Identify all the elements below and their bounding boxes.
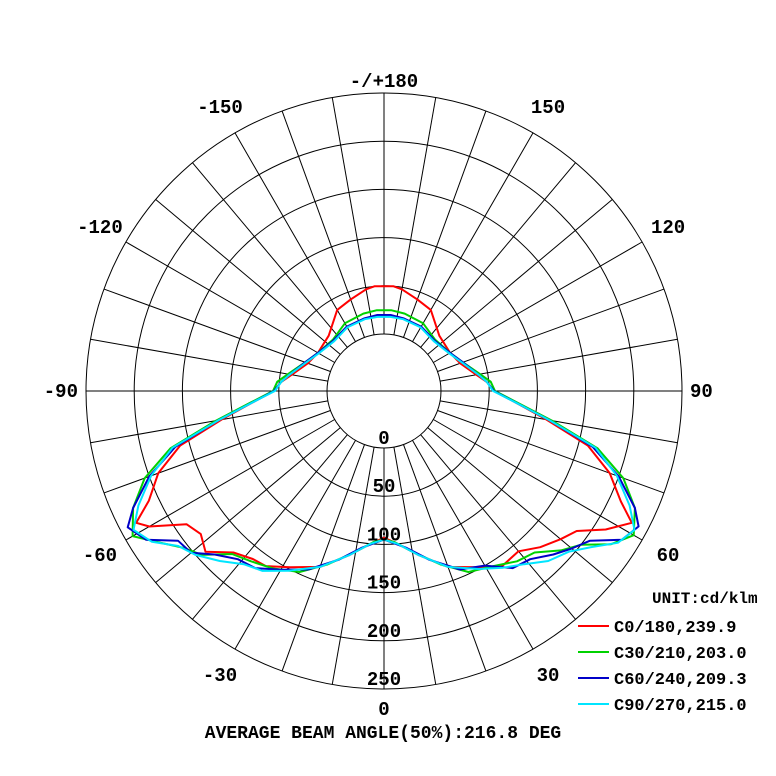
radial-label: 50 <box>373 476 396 498</box>
radial-gridline <box>420 162 576 348</box>
ring-gridline <box>85 92 683 690</box>
angle-label: -120 <box>77 217 123 239</box>
angle-label: 150 <box>531 97 565 119</box>
series-curves <box>126 285 640 573</box>
angle-label: 90 <box>690 381 713 403</box>
legend-label: C30/210,203.0 <box>614 645 747 664</box>
radial-gridline <box>427 427 613 583</box>
radial-gridline <box>412 132 534 342</box>
radial-gridline <box>437 288 665 372</box>
radial-gridline <box>403 444 487 672</box>
radial-gridline <box>90 400 328 444</box>
legend-label: C90/270,215.0 <box>614 697 747 716</box>
radial-gridline <box>437 410 665 494</box>
radial-gridline <box>234 440 356 650</box>
radial-label: 0 <box>378 428 389 450</box>
radial-label: 100 <box>367 524 401 546</box>
legend-label: C60/240,209.3 <box>614 671 747 690</box>
radial-labels: 0 50 100 150 200 250 <box>367 428 401 691</box>
unit-label: UNIT:cd/klm <box>652 590 758 608</box>
legend-label: C0/180,239.9 <box>614 619 736 638</box>
angle-label: 60 <box>657 545 680 567</box>
beam-angle-footer: AVERAGE BEAM ANGLE(50%):216.8 DEG <box>205 724 561 744</box>
radial-gridline <box>440 400 678 444</box>
radial-gridline <box>103 410 331 494</box>
angle-labels: -/+180 150 -150 120 -120 90 -90 60 -60 30 -30 0 <box>44 71 713 721</box>
radial-gridline <box>412 440 534 650</box>
angle-label: -/+180 <box>350 71 418 93</box>
radial-label: 250 <box>367 669 401 691</box>
angle-label: -30 <box>203 665 237 687</box>
radial-gridline <box>393 97 437 335</box>
radial-gridline <box>281 110 365 338</box>
radial-gridline <box>331 97 375 335</box>
radial-gridline <box>155 199 341 355</box>
radial-gridline <box>125 419 335 541</box>
radial-gridline <box>281 444 365 672</box>
radial-label: 200 <box>367 621 401 643</box>
radial-gridline <box>331 447 375 685</box>
angle-label: -60 <box>83 545 117 567</box>
radial-gridline <box>403 110 487 338</box>
ring-gridline <box>326 333 442 449</box>
radial-label: 150 <box>367 573 401 595</box>
radial-gridline <box>393 447 437 685</box>
angle-label: 120 <box>651 217 685 239</box>
radial-gridline <box>103 288 331 372</box>
ring-gridline <box>230 237 538 545</box>
radial-gridline <box>427 199 613 355</box>
ring-gridline <box>133 140 635 642</box>
radial-gridline <box>420 434 576 620</box>
radial-gridline <box>433 241 643 363</box>
radial-gridline <box>155 427 341 583</box>
radial-gridline <box>433 419 643 541</box>
legend: UNIT:cd/klm C0/180,239.9 C30/210,203.0 C60… <box>578 590 758 716</box>
polar-grid <box>85 92 683 690</box>
radial-gridline <box>125 241 335 363</box>
radial-gridline <box>192 434 348 620</box>
radial-gridline <box>234 132 356 342</box>
radial-gridline <box>192 162 348 348</box>
angle-label: -90 <box>44 381 78 403</box>
angle-label: -150 <box>197 97 243 119</box>
angle-label: 0 <box>378 699 389 721</box>
ring-gridline <box>181 188 587 594</box>
series-line-3 <box>132 315 636 572</box>
angle-label: 30 <box>537 665 560 687</box>
